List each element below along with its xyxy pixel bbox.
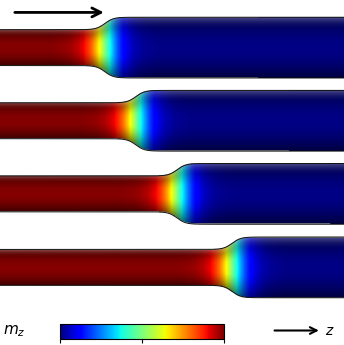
Text: $m_z$: $m_z$ bbox=[3, 324, 26, 339]
Text: $H_{app}$: $H_{app}$ bbox=[9, 0, 42, 3]
Text: $z$: $z$ bbox=[325, 324, 335, 337]
